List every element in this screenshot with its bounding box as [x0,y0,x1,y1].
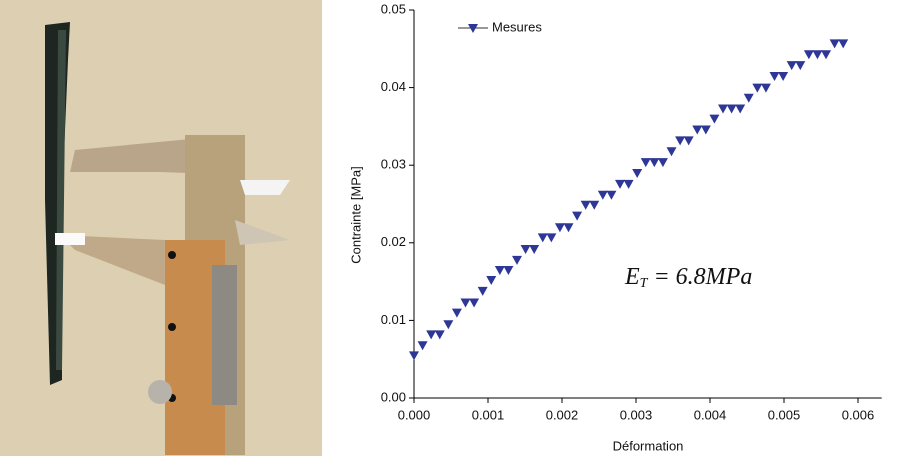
data-point [838,39,849,49]
data-point [778,71,789,81]
data-point [692,125,703,135]
x-tick-label: 0.003 [620,407,653,422]
data-point [443,320,454,330]
data-point [726,104,737,114]
data-point [580,200,591,210]
data-point [623,179,634,189]
x-tick-label: 0.004 [694,407,727,422]
x-tick-label: 0.005 [768,407,801,422]
data-point [718,104,729,114]
data-point [554,223,565,233]
data-point [821,50,832,60]
data-point [812,50,823,60]
y-tick-label: 0.01 [381,312,406,327]
annotation-unit: MPa [705,264,753,290]
data-point [743,93,754,103]
annotation-symbol: E [624,264,640,290]
x-tick-label: 0.006 [842,407,875,422]
data-point [786,61,797,71]
data-point [640,158,651,168]
data-point [426,330,437,340]
y-axis-label: Contrainte [MPa] [348,166,363,264]
data-point [434,330,445,340]
x-tick-label: 0.000 [398,407,431,422]
y-tick-label: 0.05 [381,1,406,16]
data-point [675,136,686,146]
data-point [546,233,557,243]
data-point [752,83,763,93]
annotation: ET = 6.8MPa [624,264,752,292]
data-point [563,223,574,233]
photo [0,0,322,456]
data-point [477,286,488,296]
data-point [460,298,471,308]
annotation-subscript: T [640,276,649,291]
y-tick-label: 0.04 [381,79,406,94]
data-point [451,308,462,318]
data-point [589,200,600,210]
data-point [537,233,548,243]
data-point [409,351,419,361]
data-point [615,179,626,189]
data-point [795,61,806,71]
data-point [649,158,660,168]
data-point [700,125,711,135]
data-point [486,276,497,286]
data-point [683,136,694,146]
data-point [760,83,771,93]
data-point [597,190,608,200]
data-point [769,71,780,81]
data-point [494,265,505,275]
legend-label: Mesures [492,19,542,34]
data-point [803,50,814,60]
data-point [606,190,617,200]
data-point [829,39,840,49]
x-tick-label: 0.001 [472,407,505,422]
data-point [735,104,746,114]
data-point [529,245,540,255]
annotation-equals: = 6.8 [653,264,705,290]
data-point [417,341,428,351]
data-point [709,114,720,124]
data-point [469,298,480,308]
x-axis-label: Déformation [613,438,684,453]
data-point [503,265,514,275]
data-point [520,245,531,255]
y-tick-label: 0.00 [381,389,406,404]
data-point [572,211,583,221]
x-tick-label: 0.002 [546,407,579,422]
data-point [666,147,677,157]
y-tick-label: 0.03 [381,157,406,172]
legend-marker [468,24,478,33]
data-point [512,255,523,265]
y-tick-label: 0.02 [381,234,406,249]
data-point [632,168,643,178]
data-point [657,158,668,168]
